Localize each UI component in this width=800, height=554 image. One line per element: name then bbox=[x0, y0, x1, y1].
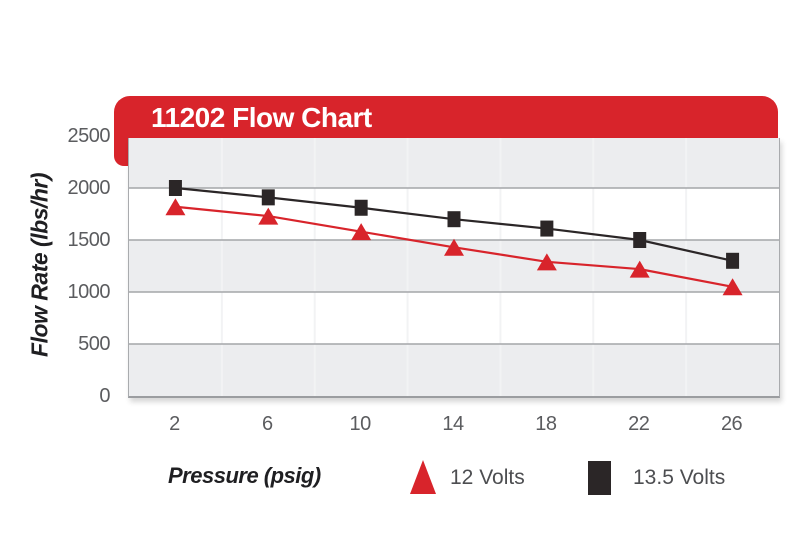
data-point-12-volts bbox=[351, 223, 372, 241]
x-tick-label: 26 bbox=[720, 413, 743, 435]
data-point-13-5-volts bbox=[168, 180, 182, 196]
legend-label-13-5-volts: 13.5 Volts bbox=[633, 466, 726, 489]
data-point-13-5-volts bbox=[354, 199, 368, 216]
x-axis-title: Pressure (psig) bbox=[168, 463, 321, 488]
y-tick-label: 2500 bbox=[67, 125, 111, 147]
y-tick-label: 2000 bbox=[67, 177, 111, 199]
data-point-12-volts bbox=[444, 238, 464, 256]
data-point-12-volts bbox=[629, 260, 650, 278]
legend-square-icon bbox=[588, 461, 611, 495]
chart-canvas bbox=[129, 138, 779, 396]
header-corner-decoration bbox=[114, 130, 128, 166]
x-tick-label: 2 bbox=[169, 413, 180, 435]
legend-label-12-volts: 12 Volts bbox=[450, 466, 525, 489]
legend-triangle-icon bbox=[410, 460, 436, 494]
data-point-13-5-volts bbox=[261, 189, 275, 206]
x-tick-label: 6 bbox=[261, 413, 273, 435]
x-tick-label: 18 bbox=[535, 413, 557, 435]
x-tick-label: 22 bbox=[628, 413, 650, 435]
plot-band bbox=[129, 138, 779, 188]
data-point-13-5-volts bbox=[633, 232, 647, 248]
y-tick-label: 1000 bbox=[67, 281, 111, 303]
data-point-12-volts bbox=[722, 278, 743, 296]
plot-area bbox=[128, 138, 780, 398]
y-tick-label: 1500 bbox=[67, 229, 111, 251]
data-point-13-5-volts bbox=[726, 252, 740, 269]
x-tick-label: 10 bbox=[349, 413, 372, 435]
chart-header-banner: 11202 Flow Chart bbox=[114, 96, 778, 138]
y-tick-label: 0 bbox=[99, 385, 110, 407]
x-tick-label: 14 bbox=[442, 413, 464, 435]
data-point-12-volts bbox=[536, 253, 557, 271]
plot-band bbox=[129, 344, 779, 396]
data-point-13-5-volts bbox=[540, 220, 554, 237]
y-tick-label: 500 bbox=[78, 333, 110, 355]
data-point-13-5-volts bbox=[447, 211, 461, 228]
data-point-12-volts bbox=[258, 207, 279, 225]
data-point-12-volts bbox=[165, 198, 186, 216]
y-axis-title: Flow Rate (lbs/hr) bbox=[26, 173, 53, 357]
chart-title: 11202 Flow Chart bbox=[151, 101, 372, 133]
